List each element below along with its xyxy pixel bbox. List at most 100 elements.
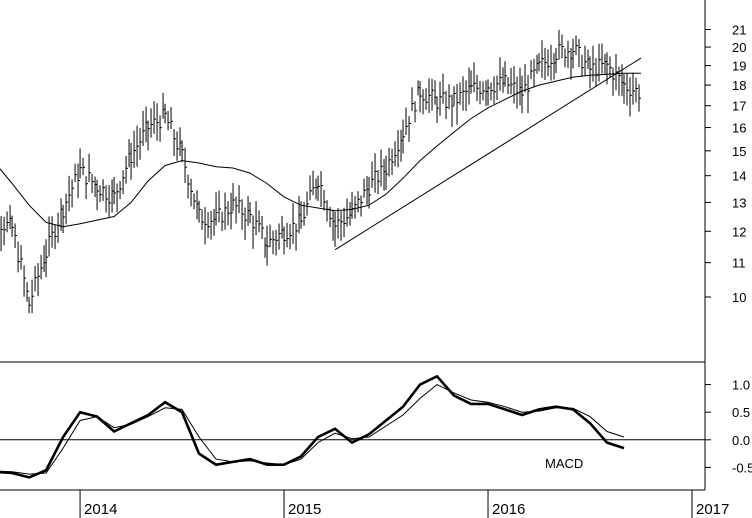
price-bar (215, 192, 219, 226)
trendline (334, 57, 642, 251)
price-bar (51, 216, 55, 248)
price-bar (541, 40, 545, 78)
price-bar (136, 125, 140, 167)
price-bar (465, 80, 469, 112)
price-tick-label: 21 (732, 22, 746, 37)
price-bar (337, 208, 341, 239)
price-tick-label: 11 (732, 256, 746, 271)
price-tick-label: 15 (732, 144, 746, 159)
price-bar (99, 185, 103, 202)
price-bar (300, 201, 304, 229)
price-bar (275, 229, 279, 256)
price-bar (340, 211, 344, 241)
price-bar (451, 94, 455, 128)
price-bar (295, 223, 299, 251)
price-bar (598, 43, 602, 82)
price-bar (397, 129, 401, 168)
price-bar (504, 61, 508, 87)
price-bar (490, 82, 494, 101)
price-bar (323, 189, 327, 211)
price-bar (368, 176, 372, 209)
price-bar (74, 163, 78, 183)
price-bar (232, 182, 236, 212)
price-bar (130, 142, 134, 180)
price-bar (380, 149, 384, 187)
price-bar (23, 265, 27, 297)
price-bar (48, 216, 52, 257)
price-bar (334, 211, 338, 247)
price-bar (589, 56, 593, 89)
price-bar (45, 239, 49, 278)
price-bar (91, 173, 95, 194)
price-bar (388, 147, 392, 177)
price-bar (88, 153, 92, 183)
price-bar (37, 262, 41, 297)
date-axis: 132014201520162017 (79, 490, 729, 518)
price-bar (442, 73, 446, 104)
price-bar (54, 224, 58, 250)
price-bar (306, 191, 310, 216)
price-bar (125, 155, 129, 184)
macd-tick-label: -0.5 (732, 460, 752, 475)
price-bar (68, 175, 72, 212)
price-bar (476, 74, 480, 102)
price-bar (482, 81, 486, 101)
price-bar (394, 141, 398, 167)
price-bar (153, 101, 157, 134)
price-bar (122, 170, 126, 195)
price-bar (601, 43, 605, 74)
price-bar (292, 203, 296, 244)
price-bar (411, 87, 415, 112)
price-bar (26, 282, 30, 302)
price-bar (521, 75, 525, 114)
date-tick-label: 2017 (696, 501, 729, 518)
price-bar (572, 38, 576, 69)
price-bar (592, 45, 596, 82)
price-bar (147, 120, 151, 151)
price-bar (255, 201, 259, 236)
price-bar (448, 84, 452, 110)
price-tick-label: 16 (732, 121, 746, 136)
price-bar (354, 196, 358, 219)
price-tick-label: 14 (732, 169, 746, 184)
price-tick-label: 13 (732, 195, 746, 210)
price-bar (459, 82, 463, 105)
price-bar (445, 90, 449, 120)
price-bar (638, 84, 642, 112)
price-bar (159, 115, 163, 142)
price-bar (391, 148, 395, 176)
price-bar (360, 195, 364, 217)
price-bar (414, 101, 418, 123)
price-axis: 10 11 12 13 14 15 16 17 18 19 20 21 (705, 22, 746, 305)
price-bar (346, 198, 350, 227)
price-tick-label: 18 (732, 78, 746, 93)
price-bar (14, 223, 18, 248)
price-bar (258, 210, 262, 233)
price-bar (283, 226, 287, 255)
price-bar (193, 193, 197, 210)
price-bar (567, 40, 571, 68)
price-bar (623, 74, 627, 104)
price-bar (272, 230, 276, 255)
macd-line (0, 374, 625, 479)
price-bar (181, 140, 185, 163)
price-bar (31, 279, 35, 314)
price-bar (201, 209, 205, 230)
price-bar (17, 241, 21, 273)
price-bar (207, 212, 211, 239)
price-bar (210, 211, 214, 240)
price-bar (235, 196, 239, 224)
price-bar (530, 60, 534, 80)
moving-average-line (0, 72, 641, 228)
price-bar (436, 96, 440, 123)
macd-label: MACD (545, 456, 583, 471)
price-bar (312, 170, 316, 196)
price-bar (167, 110, 171, 131)
price-bar (575, 35, 579, 56)
price-bar (343, 207, 347, 238)
price-bar (473, 62, 477, 93)
price-bar (635, 77, 639, 103)
price-bars (0, 29, 642, 314)
macd-tick-label: 0.0 (732, 433, 750, 448)
date-tick-label: 2014 (84, 501, 117, 518)
